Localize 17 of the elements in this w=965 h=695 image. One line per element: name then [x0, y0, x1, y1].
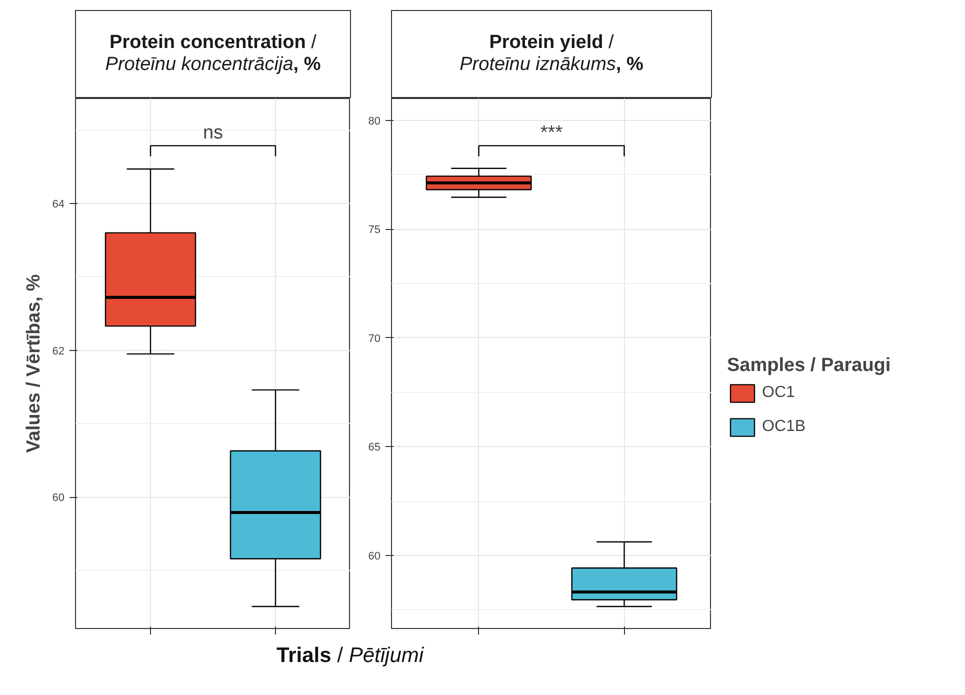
y-tick-label: 75 [368, 224, 381, 236]
legend-title: Samples / Paraugi [727, 355, 891, 377]
annotation: ns [202, 122, 224, 144]
chart-title: Protein yield / Proteīnu iznākums, % [460, 32, 644, 76]
y-axis-title: Values / Vērtības, % [23, 274, 44, 453]
x-axis-title: Trials / Pētījumi [275, 643, 425, 669]
legend-label: OC1 [762, 384, 795, 402]
y-tick-label: 62 [52, 345, 65, 358]
y-tick-label: 70 [368, 332, 381, 345]
legend-label: OC1B [762, 418, 806, 436]
y-tick-label: 60 [52, 492, 65, 504]
y-tick-label: 64 [52, 198, 65, 210]
y-tick-label: 80 [368, 115, 381, 128]
chart-title: Protein concentration / Proteīnu koncentrācija, % [105, 32, 321, 76]
y-tick-label: 65 [368, 442, 381, 454]
annotation: *** [540, 122, 564, 144]
y-tick-label: 60 [368, 550, 381, 562]
